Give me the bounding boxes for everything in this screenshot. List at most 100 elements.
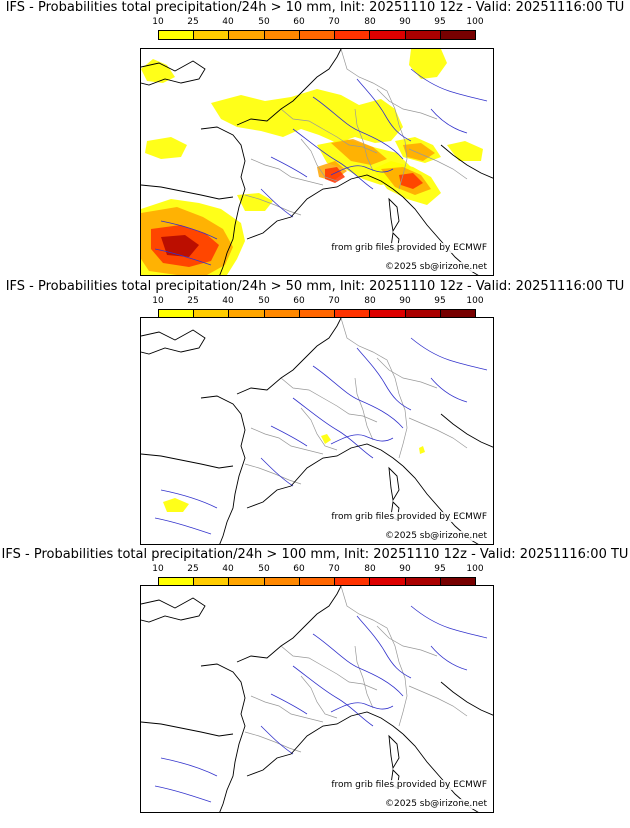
coastline xyxy=(236,586,342,663)
river xyxy=(356,615,412,679)
colorbar-tick: 100 xyxy=(466,564,484,574)
coastline xyxy=(141,453,234,469)
precip-probability-area xyxy=(331,139,387,165)
river xyxy=(330,165,394,176)
river xyxy=(410,337,488,371)
river xyxy=(430,377,468,403)
river xyxy=(312,633,404,697)
region-border xyxy=(340,586,408,727)
coastline xyxy=(246,174,404,240)
precip-probability-area xyxy=(211,89,403,143)
coastline xyxy=(141,184,234,200)
coastline xyxy=(141,597,206,623)
coastline xyxy=(200,663,246,812)
colorbar-tick: 70 xyxy=(328,17,340,27)
precip-probability-area xyxy=(409,49,447,79)
colorbar-swatch xyxy=(335,31,371,39)
colorbar-swatch xyxy=(229,310,265,318)
precip-probability-area xyxy=(321,434,331,444)
colorbar-tick: 90 xyxy=(399,17,411,27)
precip-panel-50mm: IFS - Probabilities total precipitation/… xyxy=(0,279,630,547)
precip-probability-area xyxy=(419,446,425,454)
river xyxy=(312,96,404,160)
credit-source: from grib files provided by ECMWF xyxy=(331,512,487,522)
panel-title: IFS - Probabilities total precipitation/… xyxy=(1,547,629,562)
river xyxy=(154,517,212,535)
river xyxy=(270,693,308,715)
coastline xyxy=(141,721,234,737)
precip-panel-100mm: IFS - Probabilities total precipitation/… xyxy=(0,547,630,815)
river xyxy=(330,702,394,713)
colorbar-swatch xyxy=(264,310,300,318)
river xyxy=(160,757,218,777)
precip-panel-10mm: IFS - Probabilities total precipitation/… xyxy=(0,0,630,276)
colorbar-swatch xyxy=(229,31,265,39)
colorbar-tick: 50 xyxy=(258,296,270,306)
precip-probability-area xyxy=(163,498,189,512)
colorbar-swatch xyxy=(299,310,336,318)
colorbar-swatch xyxy=(405,310,441,318)
credit-source: from grib files provided by ECMWF xyxy=(331,780,487,790)
colorbar-tick: 50 xyxy=(258,17,270,27)
panel-title: IFS - Probabilities total precipitation/… xyxy=(5,0,625,15)
precip-probability-area xyxy=(161,235,199,257)
colorbar-tick: 10 xyxy=(152,17,164,27)
river xyxy=(160,220,218,240)
colorbar-swatch xyxy=(194,31,230,39)
region-borders xyxy=(244,586,468,753)
colorbar-swatch xyxy=(299,31,336,39)
colorbar-swatch xyxy=(159,578,195,586)
region-border xyxy=(300,138,338,182)
rivers xyxy=(154,68,488,266)
coastlines xyxy=(141,586,493,812)
region-border xyxy=(250,427,324,455)
colorbar-tick: 40 xyxy=(222,564,234,574)
colorbar-tick: 100 xyxy=(466,296,484,306)
region-border xyxy=(280,108,378,154)
river xyxy=(292,397,374,459)
coastline xyxy=(141,60,206,86)
colorbar-tick: 95 xyxy=(434,17,446,27)
colorbar-tick: 25 xyxy=(187,564,199,574)
colorbar-tick: 25 xyxy=(187,296,199,306)
colorbar-tick: 60 xyxy=(293,17,305,27)
region-border xyxy=(250,158,324,186)
coastline xyxy=(246,711,404,777)
region-borders xyxy=(244,49,468,216)
colorbar-tick: 60 xyxy=(293,564,305,574)
region-border xyxy=(408,417,468,449)
colorbar-swatch xyxy=(440,31,475,39)
coastline xyxy=(246,443,404,509)
river xyxy=(330,434,394,445)
region-border xyxy=(376,357,438,389)
map-frame: from grib files provided by ECMWF ©2025 … xyxy=(140,585,494,813)
river xyxy=(410,605,488,639)
region-border xyxy=(300,407,338,451)
colorbar-tick: 40 xyxy=(222,17,234,27)
colorbar-tick: 10 xyxy=(152,296,164,306)
river xyxy=(430,645,468,671)
river xyxy=(312,365,404,429)
coastline xyxy=(440,413,493,448)
credit-site: ©2025 sb@irizone.net xyxy=(385,262,487,272)
colorbar-swatch xyxy=(370,578,406,586)
panel-title: IFS - Probabilities total precipitation/… xyxy=(5,279,625,294)
colorbar-swatch xyxy=(370,31,406,39)
river xyxy=(430,108,468,134)
region-border xyxy=(244,194,302,216)
coastline xyxy=(388,197,400,233)
coastline xyxy=(440,681,493,716)
region-border xyxy=(340,49,408,190)
rivers xyxy=(154,337,488,535)
river xyxy=(356,347,412,411)
colorbar-tick: 100 xyxy=(466,17,484,27)
colorbar-tick: 80 xyxy=(364,17,376,27)
colorbar-swatch xyxy=(194,578,230,586)
colorbar-tick: 90 xyxy=(399,296,411,306)
river xyxy=(260,188,294,218)
river xyxy=(270,156,308,178)
colorbar-swatch xyxy=(440,578,475,586)
colorbar-swatch xyxy=(229,578,265,586)
colorbar-swatch xyxy=(159,310,195,318)
precip-layer xyxy=(141,49,483,275)
